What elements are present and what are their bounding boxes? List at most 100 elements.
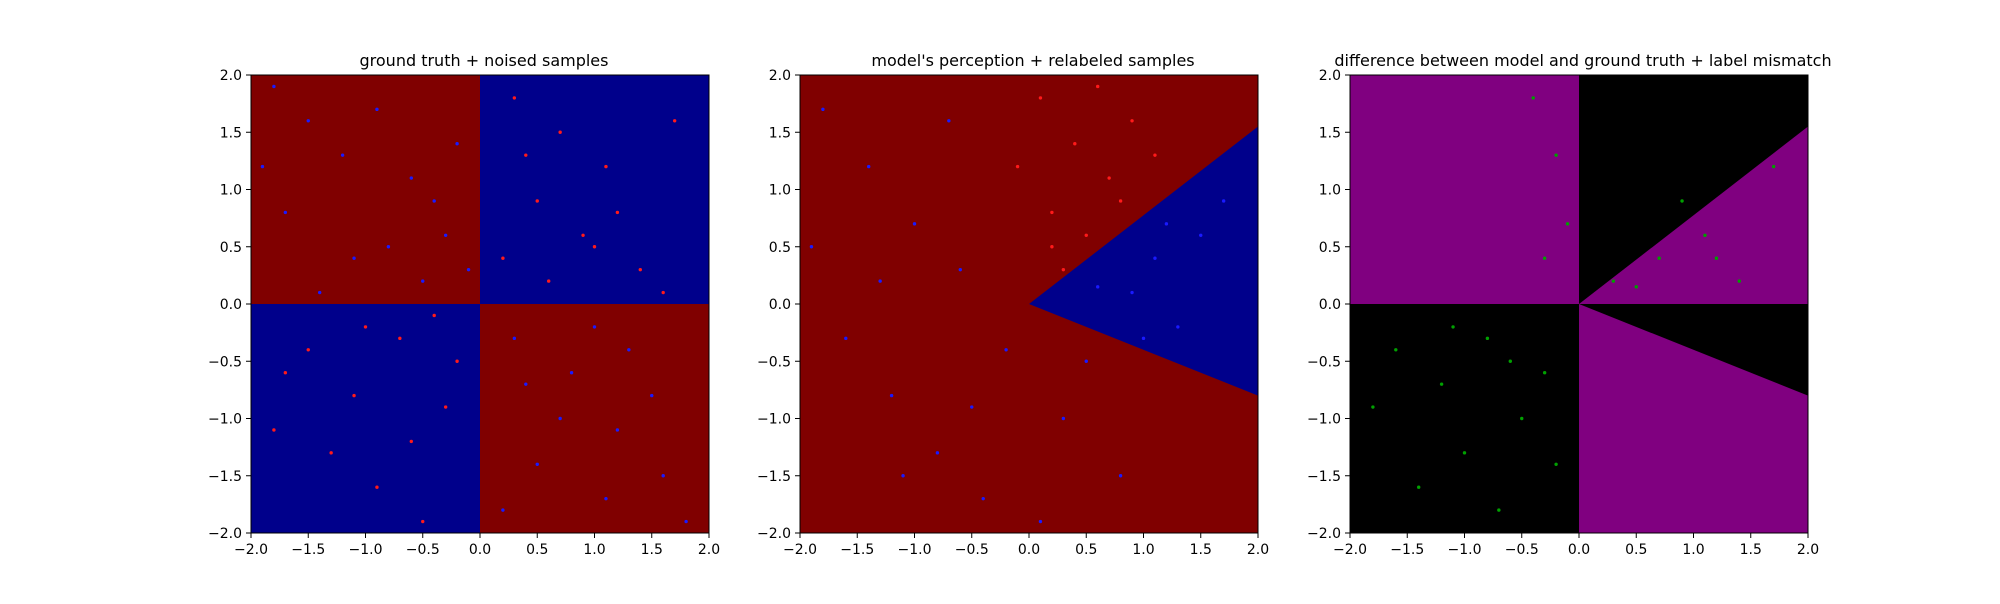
x-tick-label: −1.5 — [291, 542, 325, 558]
data-point — [1061, 267, 1066, 272]
data-point — [1038, 96, 1043, 100]
data-point — [409, 439, 413, 444]
data-point — [558, 416, 562, 421]
data-point — [421, 279, 425, 283]
blue-region — [251, 304, 480, 533]
x-tick-label: −0.5 — [406, 542, 440, 558]
x-tick-label: 1.5 — [641, 542, 663, 558]
data-point — [306, 348, 310, 352]
x-tick-label: −1.5 — [1390, 542, 1424, 558]
background-regions — [1350, 75, 1808, 533]
data-point — [935, 451, 940, 455]
data-point — [501, 256, 505, 260]
data-point — [512, 336, 517, 341]
data-point — [1485, 336, 1490, 341]
data-point — [1657, 256, 1661, 260]
x-tick-label: −2.0 — [1333, 542, 1367, 558]
x-tick-label: 2.0 — [1797, 542, 1819, 558]
panel-difference: difference between model and ground trut… — [1307, 51, 1832, 558]
x-tick-label: 1.0 — [1132, 542, 1154, 558]
x-tick-label: 2.0 — [1247, 542, 1269, 558]
data-point — [1153, 153, 1157, 157]
data-point — [1462, 451, 1467, 455]
data-point — [455, 142, 459, 146]
panel-title: difference between model and ground trut… — [1334, 51, 1831, 70]
data-point — [1542, 371, 1547, 375]
data-point — [340, 153, 345, 157]
data-point — [432, 199, 436, 203]
data-point — [1084, 233, 1088, 237]
x-tick-label: −1.0 — [349, 542, 383, 558]
data-point — [421, 519, 425, 524]
x-tick-label: 1.0 — [1682, 542, 1704, 558]
data-point — [1004, 348, 1008, 352]
data-point — [1611, 279, 1616, 283]
data-point — [889, 393, 894, 398]
x-tick-label: 0.5 — [1625, 542, 1647, 558]
data-point — [878, 279, 882, 283]
data-point — [501, 508, 505, 512]
data-point — [283, 371, 288, 375]
y-tick-label: −2.0 — [1307, 526, 1341, 542]
data-point — [535, 462, 539, 466]
panel-title: model's perception + relabeled samples — [871, 51, 1194, 70]
y-tick-label: 0.0 — [1319, 297, 1341, 313]
panel-model-perception: model's perception + relabeled samples −… — [757, 51, 1269, 558]
y-tick-label: 0.5 — [769, 240, 791, 256]
y-tick-label: −1.0 — [208, 412, 242, 428]
data-point — [1164, 222, 1169, 226]
data-point — [970, 405, 974, 409]
data-point — [455, 359, 459, 363]
data-point — [1714, 256, 1719, 260]
x-tick-label: 1.0 — [583, 542, 605, 558]
data-point — [306, 119, 310, 123]
data-point — [466, 267, 471, 272]
y-tick-label: −1.5 — [1307, 469, 1341, 485]
sample-points — [1371, 96, 1776, 512]
data-point — [1141, 336, 1146, 341]
y-tick-label: 2.0 — [1319, 68, 1341, 84]
data-point — [443, 233, 448, 237]
data-point — [535, 199, 539, 203]
data-point — [1050, 245, 1054, 249]
x-tick-label: 1.5 — [1740, 542, 1762, 558]
y-tick-label: 0.5 — [220, 240, 242, 256]
y-tick-label: −2.0 — [208, 526, 242, 542]
data-point — [1061, 416, 1066, 421]
data-point — [1451, 325, 1455, 329]
data-point — [352, 256, 356, 260]
data-point — [524, 382, 528, 386]
data-point — [1439, 382, 1444, 386]
purple-region — [1579, 304, 1808, 533]
x-tick-label: −1.0 — [898, 542, 932, 558]
data-point — [1130, 290, 1134, 295]
x-tick-label: 0.0 — [1568, 542, 1590, 558]
y-tick-label: −2.0 — [757, 526, 791, 542]
data-point — [1394, 348, 1398, 352]
y-tick-label: −1.5 — [757, 469, 791, 485]
data-point — [1153, 256, 1157, 260]
data-point — [1221, 199, 1226, 203]
x-tick-label: −2.0 — [783, 542, 817, 558]
data-point — [512, 96, 517, 100]
data-point — [867, 164, 871, 169]
data-point — [615, 428, 620, 432]
data-point — [1771, 164, 1776, 169]
data-point — [569, 371, 574, 375]
data-point — [1703, 233, 1707, 237]
data-point — [363, 325, 368, 329]
data-point — [318, 290, 322, 295]
data-point — [558, 130, 562, 134]
data-point — [1130, 119, 1134, 123]
data-point — [604, 164, 608, 169]
data-point — [1084, 359, 1088, 363]
data-point — [1554, 153, 1558, 157]
data-point — [1497, 508, 1501, 512]
y-tick-label: 0.0 — [220, 297, 242, 313]
data-point — [844, 336, 848, 341]
y-tick-label: −1.0 — [757, 412, 791, 428]
x-tick-label: 0.5 — [526, 542, 548, 558]
y-tick-label: −1.0 — [1307, 412, 1341, 428]
data-point — [981, 496, 985, 501]
